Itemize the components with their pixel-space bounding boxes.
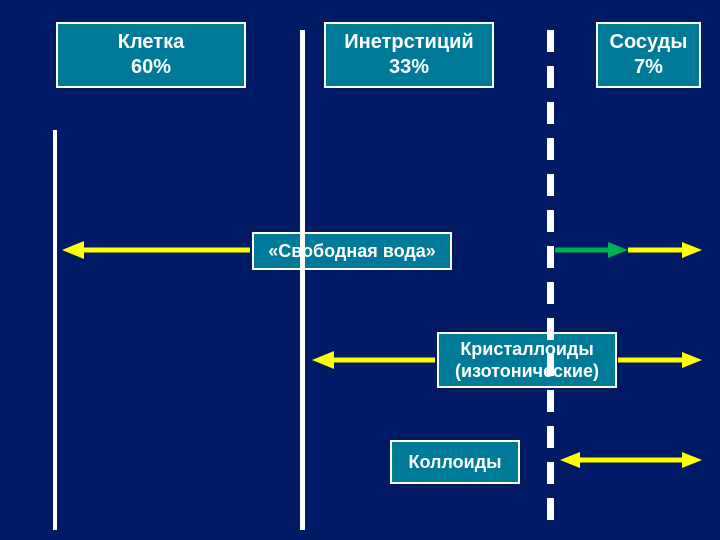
compartment-title: Сосуды — [610, 30, 688, 55]
divider-div2-seg — [547, 282, 554, 304]
divider-div2-seg — [547, 318, 554, 340]
label-free-water: «Свободная вода» — [252, 232, 452, 270]
compartment-title: Клетка — [118, 30, 184, 55]
compartment-cell: Клетка60% — [56, 22, 246, 88]
arrow-fw-right — [604, 230, 720, 270]
label-crystalloids: Кристаллоиды (изотонические) — [437, 332, 617, 388]
divider-div2-seg — [547, 102, 554, 124]
divider-div2-seg — [547, 174, 554, 196]
compartment-percent: 7% — [634, 55, 663, 80]
arrow-col-both — [536, 440, 720, 480]
divider-div2-seg — [547, 30, 554, 52]
divider-div2-seg — [547, 138, 554, 160]
compartment-interstitium: Инетрстиций33% — [324, 22, 494, 88]
divider-div1 — [300, 30, 305, 530]
arrow-fw-left — [36, 228, 276, 272]
divider-left-edge — [53, 130, 57, 530]
arrow-cr-left — [286, 338, 461, 382]
compartment-percent: 33% — [389, 55, 429, 80]
divider-div2-seg — [547, 354, 554, 376]
compartment-title: Инетрстиций — [344, 30, 473, 55]
divider-div2-seg — [547, 66, 554, 88]
label-colloids: Коллоиды — [390, 440, 520, 484]
compartment-vessels: Сосуды7% — [596, 22, 701, 88]
divider-div2-seg — [547, 498, 554, 520]
divider-div2-seg — [547, 210, 554, 232]
compartment-percent: 60% — [131, 55, 171, 80]
arrow-cr-right — [594, 340, 720, 380]
divider-div2-seg — [547, 390, 554, 412]
